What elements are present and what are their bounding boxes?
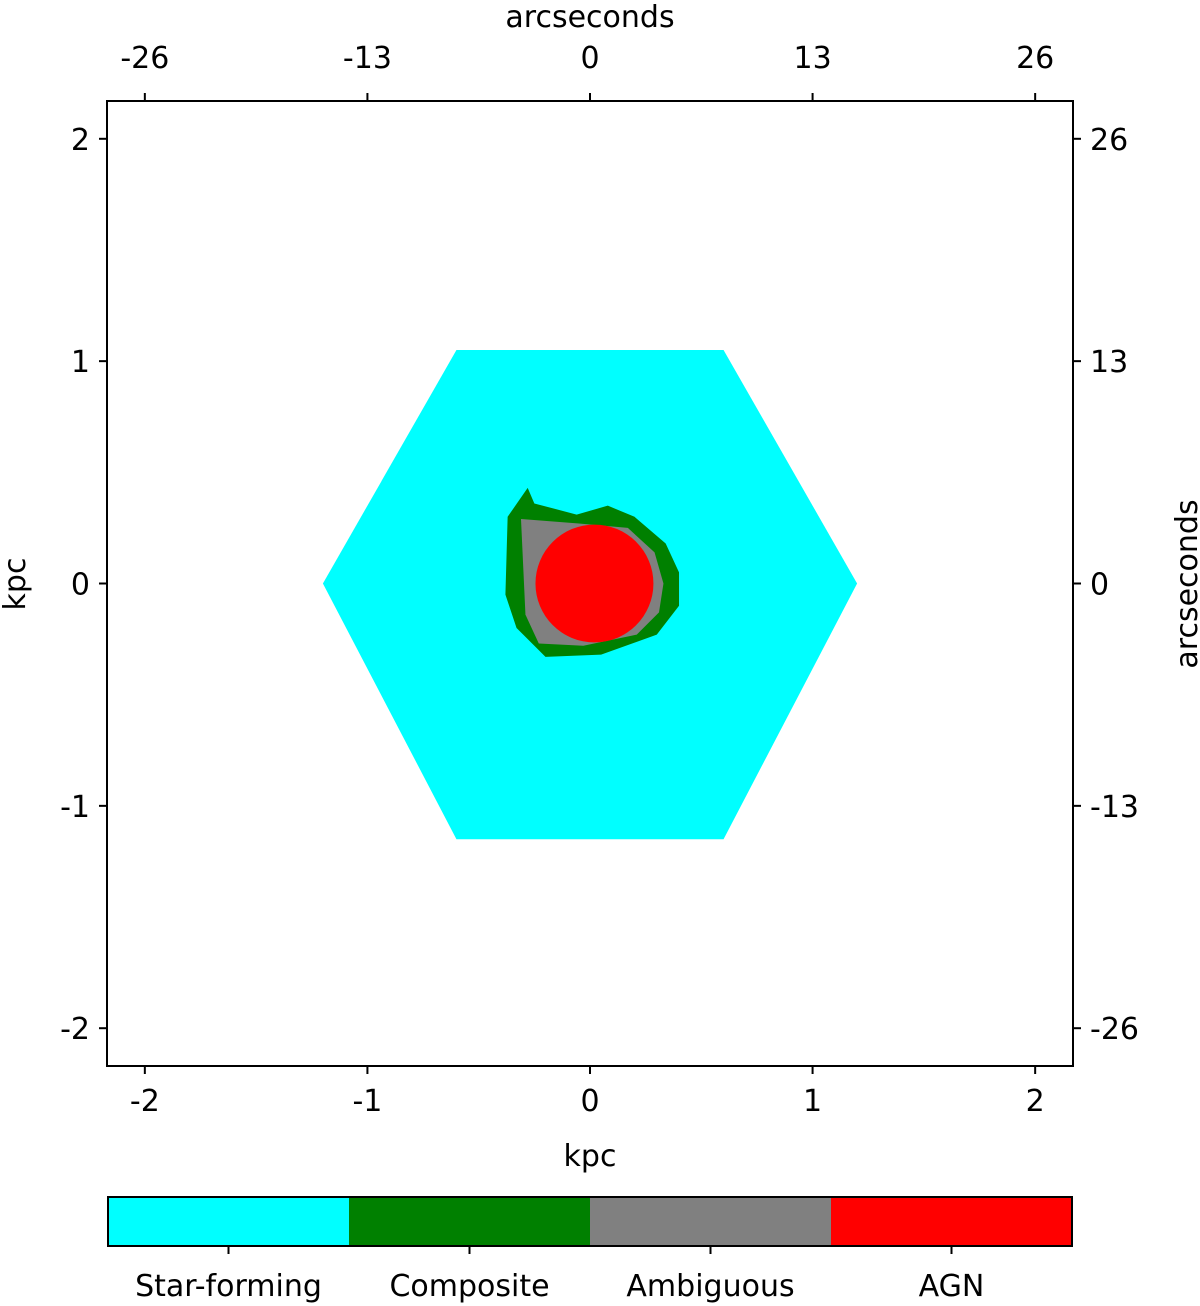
colorbar-label: AGN bbox=[919, 1269, 985, 1304]
top-tick-label: 13 bbox=[793, 41, 831, 76]
top-tick-label: 26 bbox=[1016, 41, 1054, 76]
colorbar-label: Star-forming bbox=[135, 1269, 322, 1304]
top-tick-label: -13 bbox=[343, 41, 392, 76]
right-axis-label: arcseconds bbox=[1170, 499, 1200, 668]
x-axis-label: kpc bbox=[564, 1139, 617, 1174]
right-tick-label: -26 bbox=[1090, 1012, 1139, 1047]
plot-area bbox=[322, 350, 858, 840]
top-tick-label: -26 bbox=[120, 41, 169, 76]
colorbar-frame bbox=[107, 1196, 1073, 1247]
right-tick-label: 26 bbox=[1090, 123, 1128, 158]
x-tick-label: 0 bbox=[580, 1084, 599, 1119]
top-axis-label: arcseconds bbox=[505, 0, 674, 35]
agn-region bbox=[535, 524, 654, 643]
axis-ticks: -2 -1 0 1 2 -26 -13 0 13 26 -2 -1 0 1 2 -26 -13 0 13 26 bbox=[60, 41, 1139, 1119]
y-tick-label: 2 bbox=[71, 123, 90, 158]
x-tick-label: 1 bbox=[803, 1084, 822, 1119]
colorbar: Star-forming Composite Ambiguous AGN bbox=[107, 1196, 1073, 1304]
y-tick-label: 1 bbox=[71, 345, 90, 380]
x-tick-label: -1 bbox=[352, 1084, 382, 1119]
right-tick-label: 0 bbox=[1090, 568, 1109, 603]
x-tick-label: -2 bbox=[130, 1084, 160, 1119]
colorbar-segment bbox=[590, 1197, 831, 1246]
y-tick-label: 0 bbox=[71, 568, 90, 603]
colorbar-segment bbox=[349, 1197, 590, 1246]
colorbar-segment bbox=[108, 1197, 349, 1246]
right-tick-label: -13 bbox=[1090, 790, 1139, 825]
y-axis-label: kpc bbox=[0, 558, 33, 611]
colorbar-label: Ambiguous bbox=[626, 1269, 794, 1304]
top-tick-label: 0 bbox=[580, 41, 599, 76]
x-tick-label: 2 bbox=[1026, 1084, 1045, 1119]
y-tick-label: -2 bbox=[60, 1012, 90, 1047]
colorbar-label: Composite bbox=[389, 1269, 549, 1304]
colorbar-segment bbox=[831, 1197, 1072, 1246]
right-tick-label: 13 bbox=[1090, 345, 1128, 380]
y-tick-label: -1 bbox=[60, 790, 90, 825]
